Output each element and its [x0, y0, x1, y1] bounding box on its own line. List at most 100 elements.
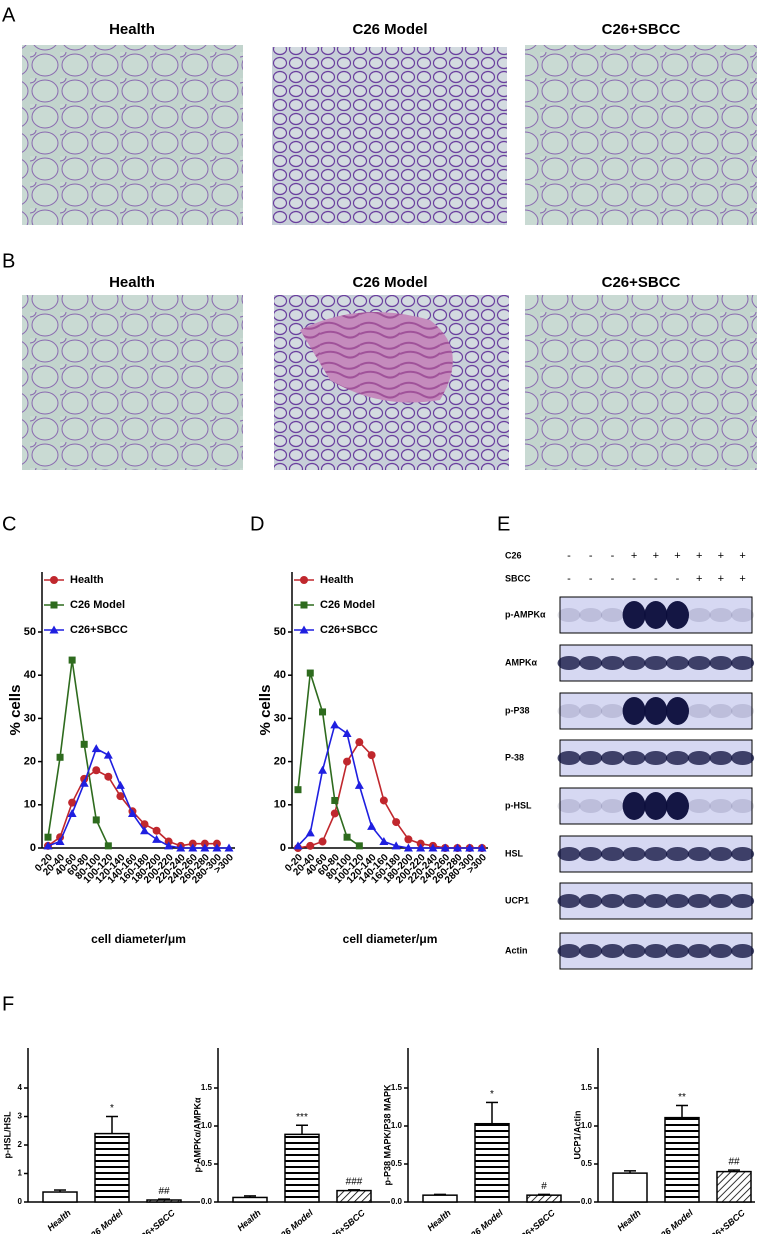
- blot-protein-label: p-P38: [505, 705, 530, 715]
- micrograph: [525, 295, 757, 470]
- point: [306, 669, 314, 677]
- blot-band: [687, 656, 711, 670]
- legend-label: C26+SBCC: [70, 624, 128, 636]
- image-title: C26 Model: [352, 274, 427, 291]
- blot-band: [622, 792, 646, 820]
- point: [330, 809, 339, 818]
- point: [50, 576, 58, 584]
- point: [306, 841, 315, 850]
- x-tick-label: C26 Model: [464, 1207, 505, 1234]
- point: [318, 765, 328, 774]
- micrograph: [22, 45, 243, 225]
- point: [403, 843, 413, 852]
- panel-label: D: [250, 513, 264, 535]
- point: [300, 576, 308, 584]
- legend-label: Health: [70, 574, 104, 586]
- point: [43, 841, 53, 850]
- point: [49, 625, 59, 634]
- x-tick-label: Health: [615, 1207, 643, 1233]
- legend-label: Health: [320, 574, 354, 586]
- point: [477, 843, 487, 852]
- x-tick-label: C26 Model: [654, 1207, 695, 1234]
- significance-label: ##: [728, 1157, 740, 1168]
- blot-band: [666, 944, 689, 958]
- x-tick-label: C26+SBCC: [324, 1207, 367, 1234]
- point: [354, 780, 364, 789]
- blot-band: [600, 656, 624, 670]
- blot-band: [622, 847, 646, 861]
- y-tick-label: 10: [274, 799, 286, 811]
- blot-band: [666, 751, 689, 765]
- western-blot: C26 - - - + + + + + + SBCC - - - - - - + + + p-AMPKα AMPKα p-P…: [505, 550, 755, 970]
- x-tick-label: Health: [425, 1207, 453, 1233]
- bar: [94, 1132, 130, 1203]
- significance-label: ##: [158, 1186, 170, 1197]
- x-tick-label: C26+SBCC: [704, 1207, 747, 1234]
- blot-band: [579, 656, 603, 670]
- point: [68, 656, 76, 664]
- image-title: C26+SBCC: [602, 274, 681, 291]
- blot-band: [666, 601, 689, 629]
- y-axis-label: % cells: [7, 685, 24, 736]
- legend-label: C26 Model: [70, 599, 125, 611]
- blot-band: [666, 656, 689, 670]
- blot-band: [622, 751, 646, 765]
- blot-band: [557, 799, 581, 813]
- point: [164, 841, 174, 850]
- blot-band: [687, 944, 711, 958]
- y-tick-label: 1.5: [391, 1083, 403, 1092]
- panel-label: E: [497, 513, 510, 535]
- blot-band: [687, 608, 711, 622]
- bar: [232, 1196, 268, 1203]
- blot-band: [709, 751, 733, 765]
- y-tick-label: 4: [18, 1083, 23, 1092]
- micrograph: [272, 47, 507, 225]
- legend-label: C26 Model: [320, 599, 375, 611]
- blot-band: [644, 751, 668, 765]
- blot-band: [666, 894, 689, 908]
- y-tick-label: 50: [274, 626, 286, 638]
- bar: [422, 1194, 458, 1203]
- blot-band: [622, 697, 646, 725]
- blot-band: [557, 894, 581, 908]
- significance-label: ***: [296, 1112, 308, 1123]
- point: [176, 843, 186, 852]
- bar: [526, 1194, 562, 1203]
- series-line: [47, 659, 110, 847]
- panel-label: F: [2, 993, 14, 1015]
- image-title: Health: [109, 21, 155, 38]
- blot-band: [731, 944, 755, 958]
- blot-band: [557, 656, 581, 670]
- blot-sign: -: [567, 550, 571, 562]
- point: [331, 796, 339, 804]
- point: [367, 751, 376, 760]
- point: [465, 843, 475, 852]
- significance-label: ###: [346, 1176, 363, 1187]
- blot-band: [709, 656, 733, 670]
- blot-band: [579, 608, 603, 622]
- blot-band: [600, 847, 624, 861]
- bar: [42, 1191, 78, 1203]
- blot-band: [687, 751, 711, 765]
- blot-band: [622, 656, 646, 670]
- point: [224, 843, 234, 852]
- y-tick-label: 0.5: [391, 1159, 403, 1168]
- blot-band: [687, 847, 711, 861]
- point: [80, 740, 88, 748]
- y-axis-label: p-AMPKα/AMPKα: [192, 1097, 202, 1173]
- blot-band: [666, 697, 689, 725]
- point: [416, 843, 426, 852]
- point: [188, 843, 198, 852]
- point: [127, 808, 137, 817]
- blot-band: [579, 751, 603, 765]
- blot-sign: -: [632, 573, 636, 585]
- blot-sign: -: [611, 573, 615, 585]
- point: [104, 842, 112, 850]
- point: [50, 601, 58, 609]
- image-title: C26 Model: [352, 21, 427, 38]
- blot-sign: +: [696, 550, 702, 562]
- point: [152, 826, 161, 835]
- blot-band: [557, 608, 581, 622]
- x-tick-label: C26 Model: [84, 1207, 125, 1234]
